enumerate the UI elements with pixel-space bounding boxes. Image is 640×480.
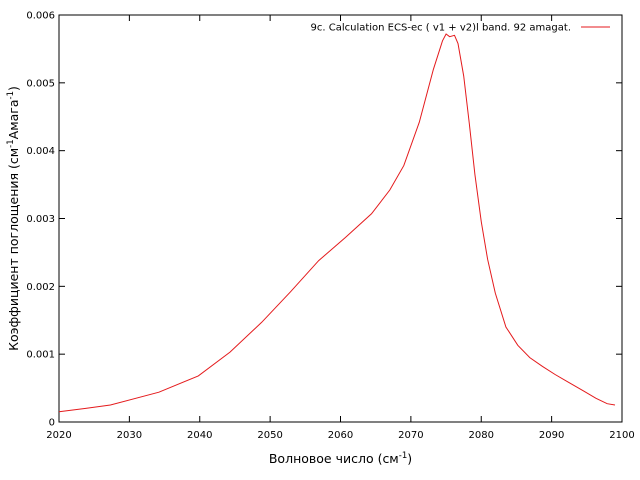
- y-axis-label-sup1: -1: [6, 139, 16, 147]
- y-tick-label: 0.003: [26, 214, 55, 225]
- y-tick-label: 0.005: [26, 78, 55, 89]
- x-tick-label: 2080: [469, 430, 494, 441]
- y-tick-label: 0.001: [26, 350, 55, 361]
- y-axis-label-mid: Амага: [6, 99, 21, 139]
- series-line: [58, 33, 616, 413]
- x-tick-label: 2060: [328, 430, 353, 441]
- x-tick-label: 2020: [46, 430, 71, 441]
- x-tick-label: 2070: [398, 430, 423, 441]
- legend: 9c. Calculation ECS-ec ( v1 + v2)l band.…: [311, 23, 610, 34]
- x-tick-label: 2090: [539, 430, 564, 441]
- y-axis-label-end: ): [6, 86, 21, 91]
- x-tick-label: 2050: [257, 430, 282, 441]
- series-layer: [58, 33, 616, 413]
- y-tick-label: 0.002: [26, 282, 55, 293]
- x-axis-label-sup: -1: [399, 451, 407, 461]
- y-tick-label: 0: [49, 418, 55, 429]
- y-axis-label-sup2: -1: [6, 91, 16, 99]
- x-tick-label: 2030: [117, 430, 142, 441]
- x-tick-label: 2100: [609, 430, 634, 441]
- y-tick-label: 0.004: [26, 146, 55, 157]
- x-axis-label-end: ): [407, 451, 412, 466]
- y-axis-label: Коэффициент поглощения (см-1Амага-1): [6, 86, 21, 351]
- y-tick-label: 0.006: [26, 11, 55, 22]
- x-tick-label: 2040: [187, 430, 212, 441]
- plot-frame: [58, 14, 623, 423]
- y-axis-label-main: Коэффициент поглощения (см: [6, 148, 21, 351]
- x-axis-label: Волновое число (см-1): [269, 451, 412, 466]
- legend-entry-label: 9c. Calculation ECS-ec ( v1 + v2)l band.…: [311, 23, 572, 34]
- x-axis-label-main: Волновое число (см: [269, 451, 399, 466]
